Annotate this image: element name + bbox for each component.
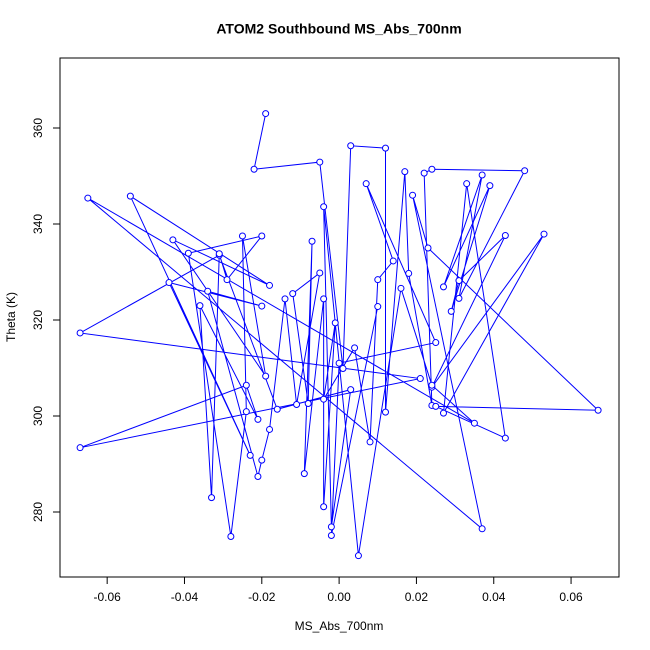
- data-point: [227, 532, 235, 540]
- data-point: [215, 250, 223, 258]
- data-point: [320, 295, 328, 303]
- data-point: [281, 295, 289, 303]
- data-point: [486, 182, 494, 190]
- data-point: [320, 503, 328, 511]
- data-point: [327, 523, 335, 531]
- data-point: [327, 532, 335, 540]
- data-point: [424, 244, 432, 252]
- data-point: [347, 386, 355, 394]
- data-point: [455, 294, 463, 302]
- data-point: [354, 552, 362, 560]
- data-point: [382, 408, 390, 416]
- data-point: [439, 283, 447, 291]
- data-point: [455, 277, 463, 285]
- x-tick-label: 0.06: [559, 590, 583, 604]
- data-point: [351, 344, 359, 352]
- data-point: [470, 419, 478, 427]
- data-point: [262, 372, 270, 380]
- data-point: [254, 415, 262, 423]
- data-point: [335, 359, 343, 367]
- data-point: [273, 405, 281, 413]
- data-point: [316, 269, 324, 277]
- x-tick-label: -0.06: [93, 590, 121, 604]
- x-tick-label: 0.02: [405, 590, 429, 604]
- data-point: [432, 339, 440, 347]
- data-point: [366, 438, 374, 446]
- data-point: [389, 257, 397, 265]
- data-point: [428, 381, 436, 389]
- data-point: [409, 191, 417, 199]
- data-point: [501, 434, 509, 442]
- y-tick-label: 280: [31, 502, 45, 522]
- data-point: [304, 400, 312, 408]
- data-point: [416, 375, 424, 383]
- data-point: [374, 303, 382, 311]
- data-point: [169, 236, 177, 244]
- data-point: [258, 456, 266, 464]
- data-point: [262, 110, 270, 118]
- data-point: [397, 284, 405, 292]
- data-point: [420, 169, 428, 177]
- y-tick-label: 340: [31, 214, 45, 234]
- data-point: [258, 232, 266, 240]
- data-point: [242, 408, 250, 416]
- data-point: [308, 237, 316, 245]
- data-point: [266, 281, 274, 289]
- data-point: [540, 230, 548, 238]
- data-point: [405, 269, 413, 277]
- data-point: [478, 525, 486, 533]
- data-point: [76, 329, 84, 337]
- data-point: [196, 302, 204, 310]
- data-point: [439, 409, 447, 417]
- data-point: [594, 406, 602, 414]
- data-point: [165, 279, 173, 287]
- data-point: [184, 249, 192, 257]
- data-point: [293, 400, 301, 408]
- data-point: [339, 364, 347, 372]
- data-point: [84, 194, 92, 202]
- data-point: [331, 319, 339, 327]
- data-point: [223, 276, 231, 284]
- data-point: [478, 171, 486, 179]
- x-tick-label: -0.02: [248, 590, 276, 604]
- chart-title: ATOM2 Southbound MS_Abs_700nm: [216, 21, 461, 37]
- data-point: [289, 290, 297, 298]
- data-point: [374, 276, 382, 284]
- data-point: [250, 165, 258, 173]
- data-point: [246, 451, 254, 459]
- data-point: [320, 203, 328, 211]
- data-point: [463, 180, 471, 188]
- data-point: [382, 144, 390, 152]
- data-point: [208, 494, 216, 502]
- x-tick-label: 0.04: [482, 590, 506, 604]
- y-tick-label: 300: [31, 406, 45, 426]
- data-point: [238, 232, 246, 240]
- data-point: [258, 302, 266, 310]
- data-point: [320, 395, 328, 403]
- data-point: [447, 307, 455, 315]
- data-point: [316, 158, 324, 166]
- data-point: [521, 167, 529, 175]
- y-axis-label: Theta (K): [4, 292, 18, 342]
- data-point: [347, 142, 355, 150]
- data-point: [300, 470, 308, 478]
- data-point: [362, 180, 370, 188]
- data-point: [76, 444, 84, 452]
- x-tick-label: 0.00: [327, 590, 351, 604]
- data-point: [254, 472, 262, 480]
- data-point: [428, 165, 436, 173]
- y-tick-label: 360: [31, 118, 45, 138]
- data-point: [401, 168, 409, 176]
- data-point: [432, 402, 440, 410]
- x-tick-label: -0.04: [171, 590, 199, 604]
- data-point: [126, 192, 134, 200]
- data-point: [242, 381, 250, 389]
- data-point: [501, 232, 509, 240]
- data-point: [204, 287, 212, 295]
- data-point: [266, 425, 274, 433]
- x-axis-label: MS_Abs_700nm: [295, 619, 384, 633]
- y-tick-label: 320: [31, 310, 45, 330]
